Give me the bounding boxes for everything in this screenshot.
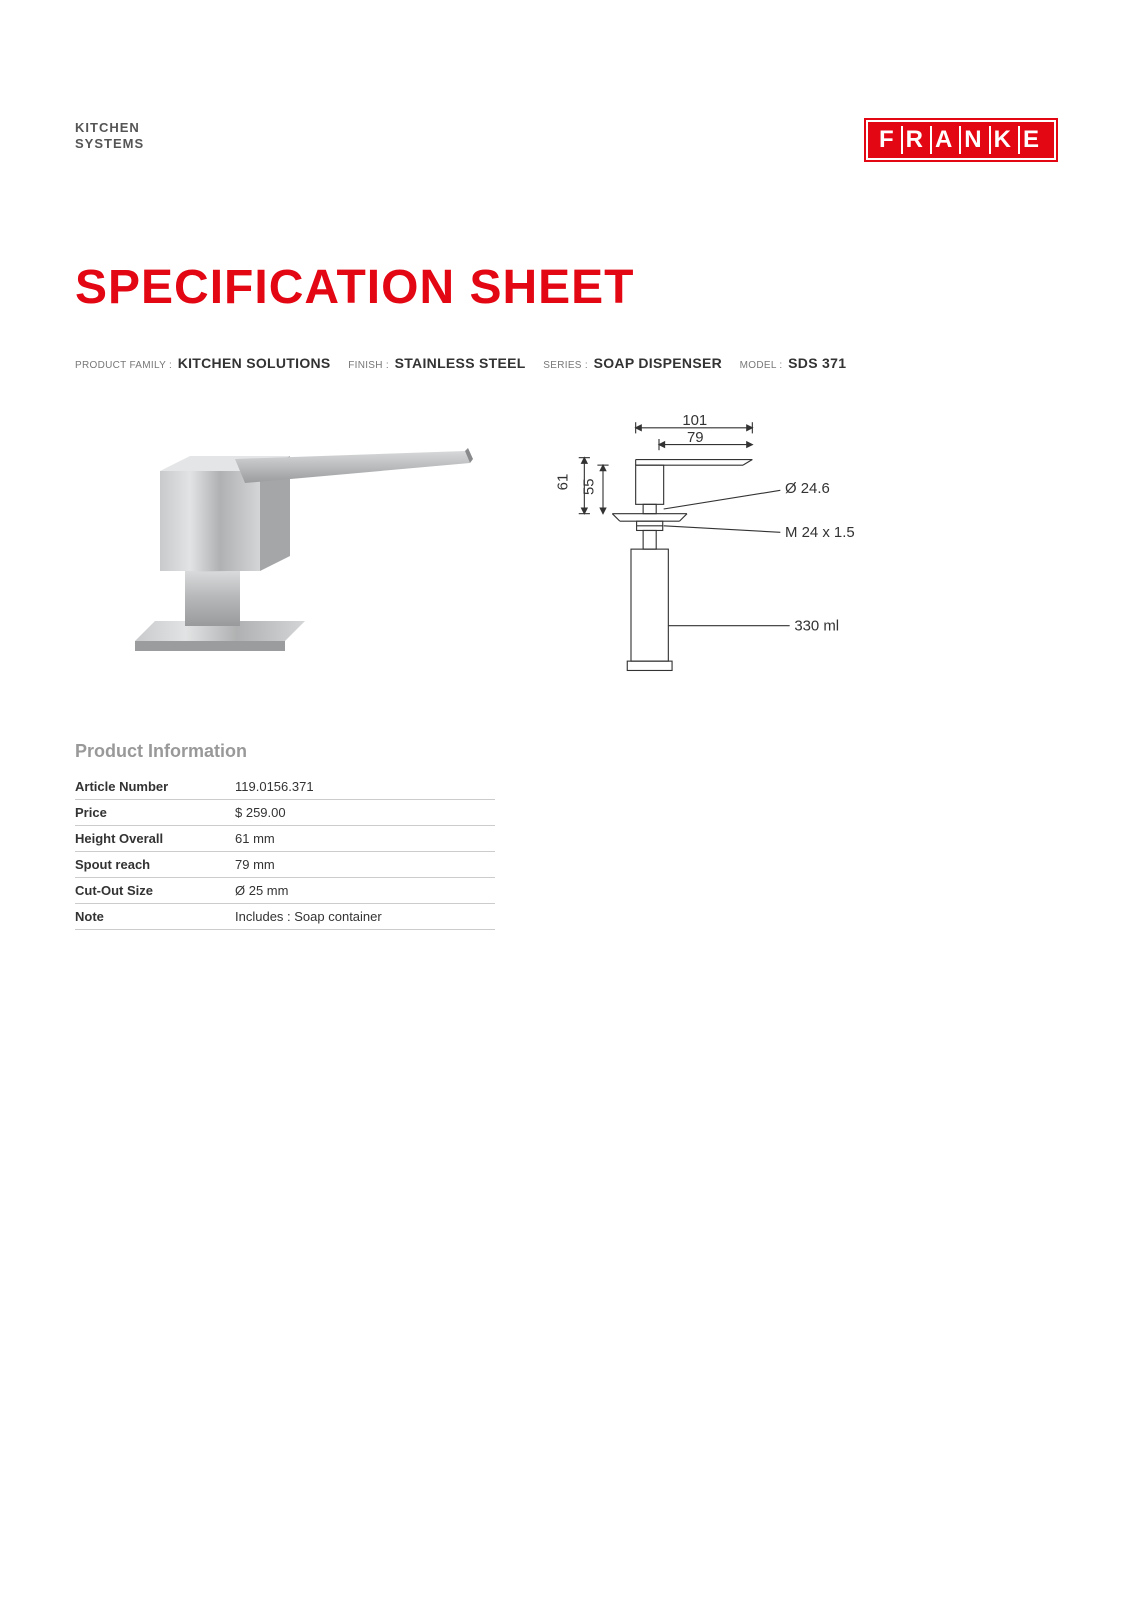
meta-value: SOAP DISPENSER	[594, 355, 722, 371]
info-table: Article Number 119.0156.371 Price $ 259.…	[75, 774, 495, 930]
section-title: Product Information	[75, 741, 1056, 762]
info-label: Height Overall	[75, 826, 235, 852]
info-label: Article Number	[75, 774, 235, 800]
logo-letter: A	[932, 126, 961, 154]
info-value: 79 mm	[235, 852, 495, 878]
info-label: Price	[75, 800, 235, 826]
dim-volume: 330 ml	[794, 617, 839, 634]
table-row: Price $ 259.00	[75, 800, 495, 826]
logo-letter: R	[903, 126, 932, 154]
page-title: SPECIFICATION SHEET	[75, 260, 1056, 315]
brand-logo: F R A N K E	[866, 120, 1056, 160]
meta-label: SERIES :	[543, 360, 588, 371]
meta-value: STAINLESS STEEL	[395, 355, 526, 371]
tagline: KITCHEN SYSTEMS	[75, 120, 144, 151]
info-value: $ 259.00	[235, 800, 495, 826]
meta-value: KITCHEN SOLUTIONS	[178, 355, 331, 371]
table-row: Article Number 119.0156.371	[75, 774, 495, 800]
table-row: Height Overall 61 mm	[75, 826, 495, 852]
logo-letter: E	[1020, 126, 1046, 154]
meta-line: PRODUCT FAMILY : KITCHEN SOLUTIONS FINIS…	[75, 355, 1056, 371]
info-value: Includes : Soap container	[235, 904, 495, 930]
meta-label: MODEL :	[740, 360, 783, 371]
dim-101: 101	[682, 412, 707, 429]
info-label: Note	[75, 904, 235, 930]
info-label: Cut-Out Size	[75, 878, 235, 904]
info-value: 119.0156.371	[235, 774, 495, 800]
meta-label: FINISH :	[348, 360, 389, 371]
dim-55: 55	[581, 478, 598, 495]
dim-thread: M 24 x 1.5	[785, 524, 855, 541]
technical-drawing: 101 79 61 55 Ø 24.6 M 24 x 1.5 330 ml	[535, 411, 895, 691]
tagline-line2: SYSTEMS	[75, 136, 144, 152]
table-row: Cut-Out Size Ø 25 mm	[75, 878, 495, 904]
table-row: Spout reach 79 mm	[75, 852, 495, 878]
info-value: 61 mm	[235, 826, 495, 852]
logo-letter: F	[876, 126, 903, 154]
table-row: Note Includes : Soap container	[75, 904, 495, 930]
dim-79: 79	[687, 429, 704, 446]
dim-61: 61	[555, 474, 572, 491]
page-header: KITCHEN SYSTEMS F R A N K E	[75, 120, 1056, 160]
meta-label: PRODUCT FAMILY :	[75, 360, 172, 371]
tagline-line1: KITCHEN	[75, 120, 144, 136]
meta-value: SDS 371	[788, 355, 846, 371]
dim-diameter: Ø 24.6	[785, 480, 830, 497]
product-photo	[75, 411, 475, 671]
info-label: Spout reach	[75, 852, 235, 878]
logo-letter: K	[991, 126, 1020, 154]
logo-letter: N	[961, 126, 990, 154]
images-row: 101 79 61 55 Ø 24.6 M 24 x 1.5 330 ml	[75, 411, 1056, 691]
info-value: Ø 25 mm	[235, 878, 495, 904]
